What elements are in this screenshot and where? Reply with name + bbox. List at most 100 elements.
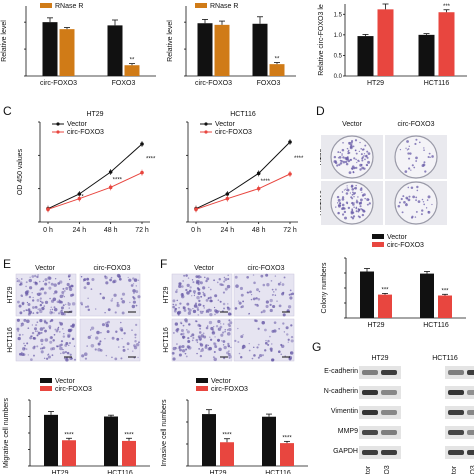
colony-dot xyxy=(410,169,412,171)
cell-dot xyxy=(182,306,184,308)
western-blot: HT29 HCT116 E-cadherin N-cadherin Vimentin… xyxy=(324,355,474,474)
cell-dot xyxy=(55,329,59,333)
colony-dot xyxy=(356,161,358,164)
cell-dot xyxy=(277,282,281,286)
cell-dot xyxy=(39,309,43,314)
protein-label: N-cadherin xyxy=(324,388,358,395)
colony-dot xyxy=(360,147,363,150)
colony-dot xyxy=(427,210,431,214)
cell-dot xyxy=(269,298,273,303)
colony-dot xyxy=(341,207,344,211)
cell-dot xyxy=(178,282,182,285)
cell-dot xyxy=(40,350,44,354)
lane-label: O3 xyxy=(384,465,391,474)
colony-dot xyxy=(416,189,419,192)
cell-dot xyxy=(185,348,188,351)
cell-dot xyxy=(279,281,282,284)
colony-plates: Vector circ-FOXO3 HT29 HCT116 xyxy=(320,121,447,225)
cell-dot xyxy=(117,346,120,348)
cell-dot xyxy=(40,338,44,343)
cell-dot xyxy=(197,276,199,278)
cell-dot xyxy=(131,329,133,332)
cell-dot xyxy=(29,276,31,278)
cell-dot xyxy=(246,275,249,279)
cell-dot xyxy=(95,336,99,340)
colony-dot xyxy=(431,155,434,158)
cell-dot xyxy=(83,286,87,290)
colony-dot xyxy=(349,192,352,194)
colony-dot xyxy=(429,156,431,159)
cell-dot xyxy=(19,311,23,315)
significance-mark: **** xyxy=(146,156,156,162)
cell-dot xyxy=(23,318,27,322)
colony-dot xyxy=(364,158,366,161)
bar xyxy=(202,414,216,466)
cell-dot xyxy=(227,274,229,276)
cell-dot xyxy=(213,357,217,362)
cell-dot xyxy=(228,324,232,328)
colony-dot xyxy=(356,199,358,202)
colony-dot xyxy=(407,186,410,189)
transwell-image xyxy=(233,318,295,362)
cell-dot xyxy=(274,288,277,291)
cell-dot xyxy=(213,350,216,353)
cell-dot xyxy=(69,328,73,332)
colony-dot xyxy=(408,195,411,198)
cell-dot xyxy=(28,278,33,283)
bar xyxy=(420,273,434,318)
cell-dot xyxy=(36,298,40,302)
colony-dot xyxy=(339,162,343,165)
protein-band xyxy=(448,410,464,415)
colony-dot xyxy=(354,139,358,142)
x-tick-label: HT29 xyxy=(367,80,384,87)
cell-dot xyxy=(110,276,113,279)
cell-dot xyxy=(113,293,117,297)
cell-dot xyxy=(58,344,62,348)
cell-dot xyxy=(31,299,35,302)
cell-dot xyxy=(290,335,294,339)
cell-dot xyxy=(187,277,190,279)
cell-dot xyxy=(269,347,273,351)
cell-dot xyxy=(17,330,19,332)
cell-dot xyxy=(240,356,243,359)
cell-dot xyxy=(237,300,240,302)
cell-dot xyxy=(53,333,56,336)
cell-dot xyxy=(213,342,215,344)
cell-dot xyxy=(34,330,37,333)
cell-dot xyxy=(90,343,95,348)
cell-dot xyxy=(23,310,25,312)
cell-dot xyxy=(49,340,53,344)
cell-dot xyxy=(217,299,220,301)
cell-dot xyxy=(223,280,226,283)
cell-dot xyxy=(39,303,43,307)
wb-group-hct116: HCT116 xyxy=(432,355,458,362)
cell-dot xyxy=(184,318,188,322)
cell-dot xyxy=(284,355,286,357)
cell-dot xyxy=(281,283,285,286)
colony-dot xyxy=(405,203,408,205)
cell-dot xyxy=(180,328,184,332)
colony-dot xyxy=(405,147,407,149)
cell-dot xyxy=(222,302,226,306)
cell-dot xyxy=(248,342,250,345)
bar xyxy=(42,22,58,76)
cell-dot xyxy=(73,345,76,347)
colony-dot xyxy=(339,151,342,154)
cell-dot xyxy=(86,345,88,347)
cell-dot xyxy=(100,332,102,334)
cell-dot xyxy=(209,338,213,341)
y-axis-label: Relative level xyxy=(1,20,8,62)
cell-dot xyxy=(119,327,123,331)
cell-dot xyxy=(205,311,208,314)
cell-dot xyxy=(27,354,30,356)
inv-label-hct116: HCT116 xyxy=(163,327,170,353)
legend-label: circ-FOXO3 xyxy=(211,386,248,393)
colony-dot xyxy=(361,213,365,217)
cell-dot xyxy=(26,342,29,345)
cell-dot xyxy=(214,294,218,298)
cell-dot xyxy=(123,332,126,335)
x-tick-label: HCT116 xyxy=(107,470,133,474)
protein-band xyxy=(362,370,378,375)
cell-dot xyxy=(209,299,213,303)
cell-dot xyxy=(48,281,51,284)
